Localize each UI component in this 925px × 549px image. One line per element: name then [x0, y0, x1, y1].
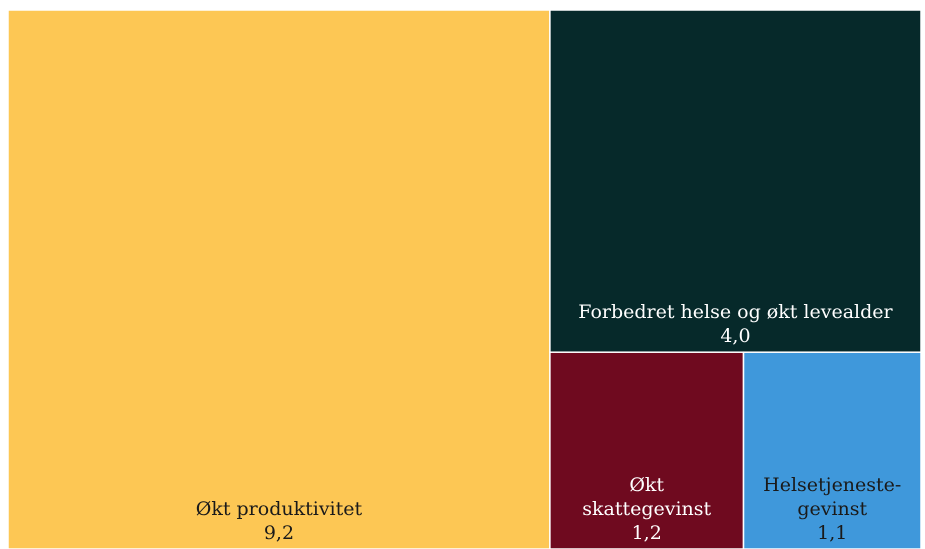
tile-label-okt-skattegevinst: Økt: [629, 474, 664, 496]
tile-value-okt-produktivitet: 9,2: [264, 522, 294, 544]
tile-value-helsetjeneste-gevinst: 1,1: [817, 522, 847, 544]
tile-label-helsetjeneste-gevinst: Helsetjeneste-: [763, 474, 901, 496]
tile-label-okt-skattegevinst: skattegevinst: [582, 498, 711, 520]
tile-value-okt-skattegevinst: 1,2: [632, 522, 662, 544]
tile-label-forbedret-helse-og-okt-levealder: Forbedret helse og økt levealder: [578, 301, 893, 323]
tile-value-forbedret-helse-og-okt-levealder: 4,0: [720, 325, 750, 347]
tile-helsetjeneste-gevinst: [742, 351, 922, 549]
tile-okt-produktivitet: [7, 9, 551, 549]
tile-label-helsetjeneste-gevinst: gevinst: [797, 498, 867, 520]
tile-okt-skattegevinst: [549, 351, 745, 549]
tile-forbedret-helse-og-okt-levealder: [549, 9, 922, 353]
tile-label-okt-produktivitet: Økt produktivitet: [196, 498, 363, 520]
